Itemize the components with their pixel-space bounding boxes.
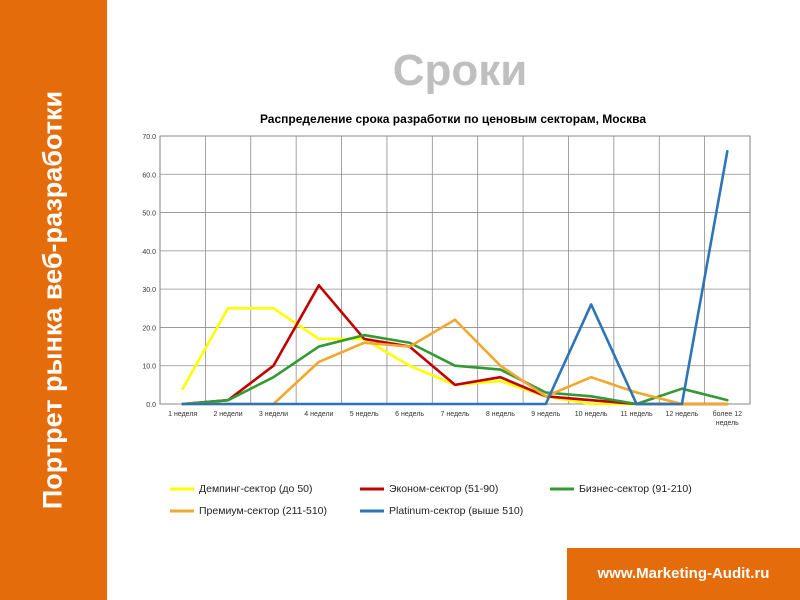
x-tick-label: 10 недель <box>575 411 608 418</box>
legend-label: Демпинг-сектор (до 50) <box>199 483 313 495</box>
sidebar-title: Портрет рынка веб-разработки <box>37 90 68 510</box>
y-tick-label: 40.0 <box>142 249 156 256</box>
chart-axes: 0.0 10.0 20.0 30.0 40.0 50.0 60.0 70.0 1 неделя 2… <box>142 134 742 427</box>
legend-label: Platinum-сектор (выше 510) <box>389 505 523 517</box>
x-tick-label: 11 недель <box>620 411 653 418</box>
y-tick-label: 60.0 <box>142 172 156 179</box>
y-tick-label: 0.0 <box>146 402 156 409</box>
x-tick-label: 7 недель <box>441 411 470 418</box>
series-line <box>181 306 729 406</box>
chart-title: Распределение срока разработки по ценовы… <box>260 112 646 126</box>
slide-title: Сроки <box>392 46 528 95</box>
legend-label: Бизнес-сектор (91-210) <box>579 483 692 495</box>
y-tick-label: 30.0 <box>142 287 156 294</box>
footer-url[interactable]: www.Marketing-Audit.ru <box>597 565 770 582</box>
x-tick-label: 12 недель <box>666 411 699 418</box>
chart-legend: Демпинг-сектор (до 50) Эконом-сектор (51-… <box>170 483 692 517</box>
x-tick-label: 9 недель <box>531 411 560 418</box>
x-tick-label: 6 недель <box>395 411 424 418</box>
sidebar: Портрет рынка веб-разработки <box>0 0 107 600</box>
x-tick-label: 4 недели <box>304 411 333 418</box>
series-line <box>181 150 729 406</box>
y-tick-label: 10.0 <box>142 364 156 371</box>
legend-label: Эконом-сектор (51-90) <box>389 483 498 495</box>
x-tick-label: 2 недели <box>213 411 242 418</box>
y-tick-label: 20.0 <box>142 325 156 332</box>
x-tick-label: 1 неделя <box>168 411 197 418</box>
series-line <box>181 284 729 406</box>
y-tick-label: 50.0 <box>142 211 156 218</box>
y-tick-label: 70.0 <box>142 134 156 141</box>
legend-label: Премиум-сектор (211-510) <box>199 505 327 517</box>
x-tick-label: более 12 недель <box>713 410 742 427</box>
x-tick-label: 5 недель <box>350 411 379 418</box>
chart-series <box>181 150 729 406</box>
x-tick-label: 3 недели <box>259 411 288 418</box>
line-chart: Распределение срока разработки по ценовы… <box>142 112 751 517</box>
x-tick-label: 8 недель <box>486 411 515 418</box>
series-line <box>181 318 729 406</box>
plot-frame <box>159 135 751 405</box>
footer-bar: www.Marketing-Audit.ru <box>567 548 800 600</box>
chart-grid <box>159 135 751 405</box>
